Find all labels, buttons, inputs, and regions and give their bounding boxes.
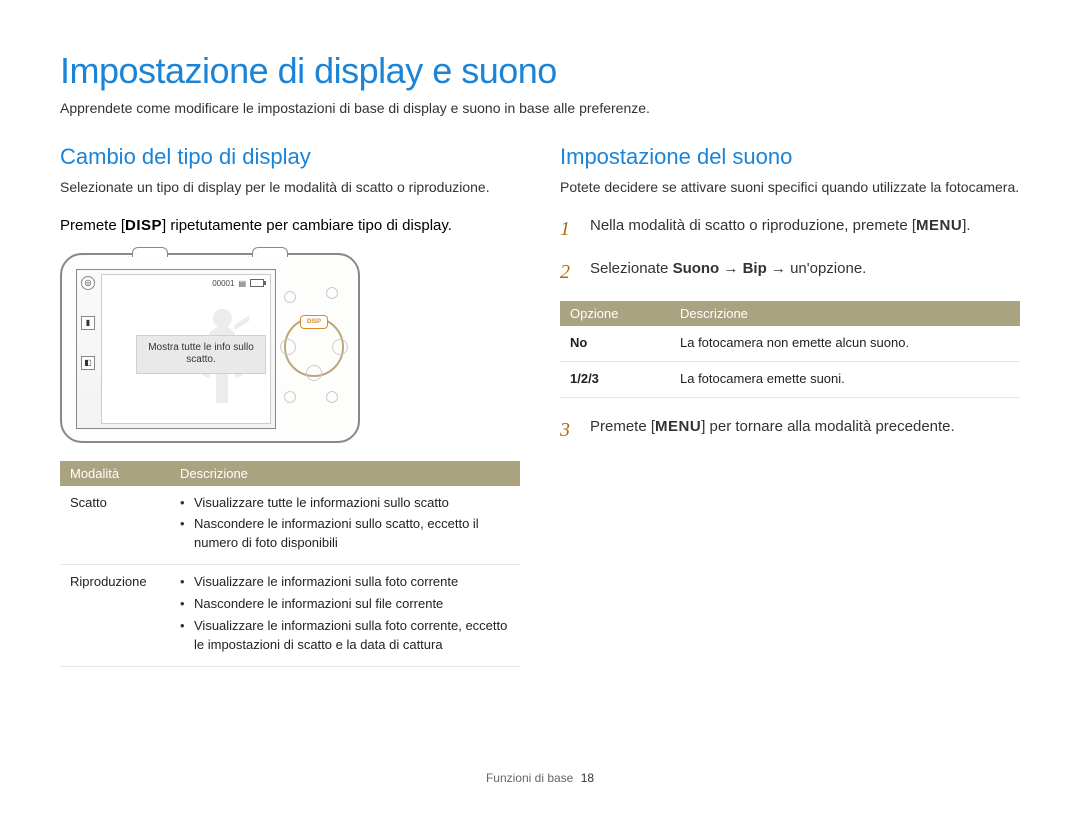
step-1: 1 Nella modalità di scatto o riproduzion… xyxy=(560,215,1020,244)
display-modes-table: Modalità Descrizione Scatto Visualizzare… xyxy=(60,461,520,667)
so-r1-desc: La fotocamera emette suoni. xyxy=(670,361,1020,397)
so-col1: Opzione xyxy=(560,301,670,326)
step-1-body: Nella modalità di scatto o riproduzione,… xyxy=(590,215,1020,244)
so-r0-desc: La fotocamera non emette alcun suono. xyxy=(670,326,1020,361)
instr-post: ] ripetutamente per cambiare tipo di dis… xyxy=(162,217,452,234)
dm-r1-i0: Visualizzare le informazioni sulla foto … xyxy=(180,573,510,592)
step-3-body: Premete [MENU] per tornare alla modalità… xyxy=(590,416,1020,445)
right-heading: Impostazione del suono xyxy=(560,144,1020,170)
instr-pre: Premete [ xyxy=(60,217,125,234)
lcd-tooltip: Mostra tutte le info sullo scatto. xyxy=(136,335,266,374)
step-3: 3 Premete [MENU] per tornare alla modali… xyxy=(560,416,1020,445)
page-footer: Funzioni di base 18 xyxy=(0,771,1080,785)
camera-btn-top-right xyxy=(326,287,338,299)
s3-post: ] per tornare alla modalità precedente. xyxy=(701,418,954,435)
table-row: Riproduzione Visualizzare le informazion… xyxy=(60,565,520,666)
so-r1-key: 1/2/3 xyxy=(560,361,670,397)
sound-steps: 1 Nella modalità di scatto o riproduzion… xyxy=(560,215,1020,287)
lcd-side-icons: ◎ ▮ ◧ xyxy=(81,276,95,370)
s1-pre: Nella modalità di scatto o riproduzione,… xyxy=(590,217,908,234)
page-subtitle: Apprendete come modificare le impostazio… xyxy=(60,100,1020,116)
sd-icon: ▤ xyxy=(238,279,246,288)
footer-page-number: 18 xyxy=(581,771,594,785)
dm-col2: Descrizione xyxy=(170,461,520,486)
so-col2: Descrizione xyxy=(670,301,1020,326)
camera-btn-bottom-left xyxy=(284,391,296,403)
dm-r1-key: Riproduzione xyxy=(60,565,170,666)
mode-icon: ◎ xyxy=(81,276,95,290)
s1-post: . xyxy=(966,217,970,234)
camera-dpad: DISP xyxy=(284,317,344,377)
s3-pre: Premete [ xyxy=(590,418,655,435)
left-sub: Selezionate un tipo di display per le mo… xyxy=(60,178,520,197)
s2-pre: Selezionate xyxy=(590,260,673,277)
step-num-2: 2 xyxy=(560,258,578,287)
table-row: Scatto Visualizzare tutte le informazion… xyxy=(60,486,520,565)
camera-lcd: ◎ ▮ ◧ 00001 ▤ Mostra tutte le in xyxy=(76,269,276,429)
s2-arrow2: → xyxy=(767,260,790,277)
page-title: Impostazione di display e suono xyxy=(60,50,1020,92)
dm-r1-desc: Visualizzare le informazioni sulla foto … xyxy=(170,565,520,666)
table-row: No La fotocamera non emette alcun suono. xyxy=(560,326,1020,361)
dm-r1-i1: Nascondere le informazioni sul file corr… xyxy=(180,595,510,614)
dpad-left-icon xyxy=(280,339,296,355)
camera-btn-bottom-right xyxy=(326,391,338,403)
camera-illustration: ◎ ▮ ◧ 00001 ▤ Mostra tutte le in xyxy=(60,253,520,443)
disp-instruction: Premete [DISP] ripetutamente per cambiar… xyxy=(60,215,520,237)
s2-b1: Suono xyxy=(673,260,720,277)
dm-r0-i0: Visualizzare tutte le informazioni sullo… xyxy=(180,494,510,513)
so-r0-key: No xyxy=(560,326,670,361)
disp-button-label: DISP xyxy=(125,217,162,234)
sound-options-table: Opzione Descrizione No La fotocamera non… xyxy=(560,301,1020,398)
dpad-disp-label: DISP xyxy=(300,315,328,329)
battery-icon xyxy=(250,279,264,287)
dpad-down-icon xyxy=(306,365,322,381)
table-row: 1/2/3 La fotocamera emette suoni. xyxy=(560,361,1020,397)
footer-section: Funzioni di base xyxy=(486,771,573,785)
two-column-layout: Cambio del tipo di display Selezionate u… xyxy=(60,144,1020,685)
flash-icon: ▮ xyxy=(81,316,95,330)
s2-arrow1: → xyxy=(719,260,742,277)
step-num-3: 3 xyxy=(560,416,578,445)
dm-r0-i1: Nascondere le informazioni sullo scatto,… xyxy=(180,515,510,553)
right-column: Impostazione del suono Potete decidere s… xyxy=(560,144,1020,685)
dm-r0-desc: Visualizzare tutte le informazioni sullo… xyxy=(170,486,520,565)
lcd-counter: 00001 xyxy=(212,279,234,288)
step-2-body: Selezionate Suono → Bip → un'opzione. xyxy=(590,258,1020,287)
s2-post: un'opzione. xyxy=(790,260,866,277)
left-heading: Cambio del tipo di display xyxy=(60,144,520,170)
dm-col1: Modalità xyxy=(60,461,170,486)
menu-button-label-2: MENU xyxy=(655,418,701,435)
bracket-icon: ◧ xyxy=(81,356,95,370)
left-column: Cambio del tipo di display Selezionate u… xyxy=(60,144,520,685)
camera-top-bumps xyxy=(132,247,288,257)
dm-r0-key: Scatto xyxy=(60,486,170,565)
camera-btn-top-left xyxy=(284,291,296,303)
s2-b2: Bip xyxy=(743,260,767,277)
camera-body: ◎ ▮ ◧ 00001 ▤ Mostra tutte le in xyxy=(60,253,360,443)
lcd-inner: 00001 ▤ Mostra tutte le info sullo scatt… xyxy=(101,274,271,424)
dpad-right-icon xyxy=(332,339,348,355)
menu-button-label: MENU xyxy=(916,217,962,234)
step-num-1: 1 xyxy=(560,215,578,244)
lcd-topbar: 00001 ▤ xyxy=(212,279,264,288)
dm-r1-i2: Visualizzare le informazioni sulla foto … xyxy=(180,617,510,655)
step-2: 2 Selezionate Suono → Bip → un'opzione. xyxy=(560,258,1020,287)
right-sub: Potete decidere se attivare suoni specif… xyxy=(560,178,1020,197)
